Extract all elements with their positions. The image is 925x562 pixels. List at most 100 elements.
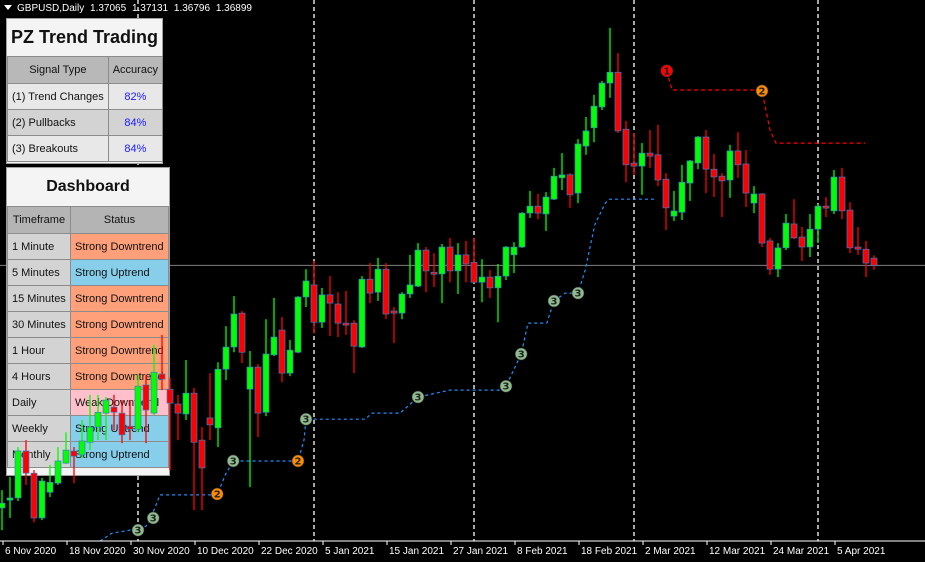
- bearish-candle: [110, 394, 118, 431]
- candle-body: [14, 450, 22, 499]
- candle-body: [534, 205, 542, 214]
- candle-body: [326, 294, 334, 304]
- bearish-candle: [70, 447, 78, 484]
- signal-breakout-icon: [411, 390, 425, 404]
- candle-body: [206, 417, 214, 426]
- signal-label: 3: [303, 415, 310, 426]
- bearish-candle: [350, 320, 358, 374]
- candle-body: [62, 449, 70, 464]
- timeframe-cell: 5 Minutes: [7, 259, 71, 286]
- x-axis-tick-label: 27 Jan 2021: [453, 546, 508, 557]
- candle-body: [606, 71, 614, 84]
- signal-marker-pullback[interactable]: 2: [755, 84, 769, 98]
- bullish-candle: [78, 420, 86, 458]
- candle-body: [750, 193, 758, 204]
- bullish-candle: [558, 153, 566, 191]
- status-cell: Strong Downtrend: [70, 337, 169, 364]
- bearish-candle: [758, 193, 766, 248]
- bullish-candle: [46, 464, 54, 498]
- signal-marker-breakout[interactable]: 3: [547, 294, 561, 308]
- x-axis-tick-label: 24 Mar 2021: [773, 546, 830, 557]
- signal-marker-pullback[interactable]: 2: [291, 454, 305, 468]
- bullish-candle: [606, 27, 614, 98]
- status-cell: Strong Uptrend: [70, 259, 169, 286]
- candle-body: [542, 196, 550, 215]
- candle-body: [630, 162, 638, 167]
- candle-body: [734, 150, 742, 166]
- table-header-row: Timeframe Status: [7, 206, 169, 234]
- candle-body: [70, 450, 78, 457]
- status-cell: Strong Downtrend: [70, 285, 169, 312]
- x-axis-tick-label: 5 Apr 2021: [837, 546, 886, 557]
- signal-label: 2: [214, 490, 221, 501]
- signal-marker-breakout[interactable]: 3: [411, 390, 425, 404]
- signal-label: 3: [415, 393, 422, 404]
- signal-marker-breakout[interactable]: 3: [131, 523, 145, 537]
- bearish-candle: [710, 153, 718, 198]
- signal-marker-trend-change[interactable]: 1: [660, 64, 674, 78]
- signal-marker-breakout[interactable]: 3: [146, 511, 160, 525]
- signal-marker-breakout[interactable]: 3: [514, 347, 528, 361]
- timeframe-cell: 15 Minutes: [7, 285, 71, 312]
- candle-body: [622, 128, 630, 166]
- bearish-candle: [742, 150, 750, 208]
- resistance-trailing-line: [666, 70, 866, 144]
- bullish-candle: [414, 243, 422, 288]
- timeframe-cell: 30 Minutes: [7, 311, 71, 338]
- bullish-candle: [494, 263, 502, 323]
- signal-breakout-icon: [514, 347, 528, 361]
- candle-body: [678, 181, 686, 213]
- candle-body: [758, 193, 766, 244]
- candle-body: [662, 178, 670, 209]
- bearish-candle: [254, 364, 262, 438]
- chart-menu-triangle-icon[interactable]: [4, 5, 12, 10]
- bullish-candle: [830, 170, 838, 214]
- candle-body: [774, 247, 782, 270]
- signal-breakout-icon: [226, 454, 240, 468]
- candle-body: [174, 403, 182, 414]
- candle-body: [278, 329, 286, 374]
- bearish-candle: [462, 240, 470, 283]
- x-axis-tick-label: 6 Nov 2020: [5, 546, 57, 557]
- bearish-candle: [22, 440, 30, 485]
- candle-body: [710, 168, 718, 178]
- bullish-candle: [550, 167, 558, 201]
- table-row: (3) Breakouts 84%: [7, 135, 163, 162]
- table-row: (2) Pullbacks 84%: [7, 109, 163, 136]
- signal-marker-breakout[interactable]: 3: [571, 286, 585, 300]
- signal-marker-breakout[interactable]: 3: [226, 454, 240, 468]
- candle-body: [22, 450, 30, 474]
- candle-body: [358, 278, 366, 348]
- signal-marker-breakout[interactable]: 3: [499, 379, 513, 393]
- chart-header: GBPUSD,Daily 1.37065 1.37131 1.36796 1.3…: [4, 3, 252, 14]
- high-price: 1.37131: [131, 3, 169, 14]
- bearish-candle: [278, 317, 286, 383]
- timeframe-cell: 4 Hours: [7, 363, 71, 390]
- status-cell: Strong Uptrend: [70, 441, 169, 468]
- bearish-candle: [190, 387, 198, 511]
- candle-body: [462, 254, 470, 265]
- candle-body: [798, 236, 806, 248]
- candle-body: [806, 228, 814, 248]
- candle-body: [54, 460, 62, 484]
- bearish-candle: [734, 132, 742, 178]
- column-header-timeframe: Timeframe: [7, 206, 71, 234]
- candle-body: [566, 174, 574, 196]
- candle-body: [510, 246, 518, 256]
- bullish-candle: [510, 242, 518, 274]
- bearish-candle: [430, 253, 438, 288]
- candle-body: [110, 406, 118, 413]
- bullish-candle: [726, 144, 734, 198]
- candle-body: [142, 384, 150, 411]
- candle-body: [638, 152, 646, 167]
- dashboard-row: 30 Minutes Strong Downtrend: [7, 311, 169, 338]
- signal-marker-pullback[interactable]: 2: [210, 487, 224, 501]
- signal-label: 3: [551, 296, 558, 307]
- dashboard-row: 15 Minutes Strong Downtrend: [7, 285, 169, 312]
- bullish-candle: [454, 243, 462, 294]
- signal-marker-breakout[interactable]: 3: [299, 412, 313, 426]
- bearish-candle: [790, 199, 798, 240]
- candle-body: [214, 368, 222, 429]
